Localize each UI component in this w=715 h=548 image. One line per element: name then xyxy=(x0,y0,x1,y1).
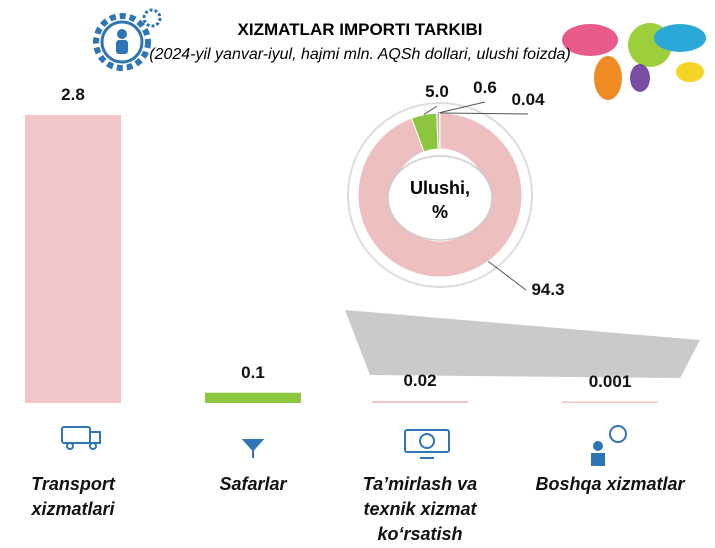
value-label: 0.1 xyxy=(241,362,265,382)
value-label: 0.04 xyxy=(511,90,545,109)
donut-center xyxy=(387,155,493,241)
bar xyxy=(562,401,658,403)
value-label: 94.3 xyxy=(531,280,565,299)
category-label: Transport xizmatlari xyxy=(31,474,115,519)
category-label: Ta’mirlash va texnik xizmat ko‘rsatish xyxy=(362,474,478,544)
leader-line xyxy=(438,101,486,114)
icons xyxy=(61,425,627,466)
bar xyxy=(372,400,468,403)
value-label: 0.001 xyxy=(588,371,632,391)
value-label: 0.6 xyxy=(473,78,497,97)
gear-icon xyxy=(93,8,162,71)
leader-line xyxy=(423,105,438,116)
leader-line xyxy=(439,112,529,115)
category-label: Safarlar xyxy=(219,474,287,494)
bar xyxy=(25,115,121,403)
category-label: Boshqa xizmatlar xyxy=(535,474,685,494)
chart-subtitle: (2024-yil yanvar-iyul, hajmi mln. AQSh d… xyxy=(149,46,571,63)
value-label: 5.0 xyxy=(425,82,449,101)
value-label: 0.02 xyxy=(403,370,437,390)
donut-center-label: Ulushi, % xyxy=(409,178,470,222)
bar xyxy=(205,392,301,403)
value-label: 2.8 xyxy=(61,85,85,104)
chart-title: XIZMATLAR IMPORTI TARKIBI xyxy=(237,20,483,39)
world-map xyxy=(562,23,706,100)
leader-line xyxy=(487,260,527,291)
shadow xyxy=(345,310,700,378)
